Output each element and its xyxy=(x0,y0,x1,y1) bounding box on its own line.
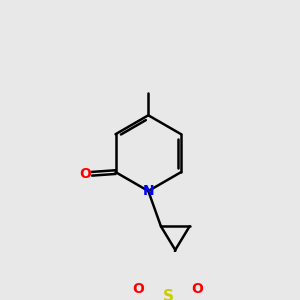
Text: O: O xyxy=(132,283,144,296)
Text: O: O xyxy=(191,283,203,296)
Text: S: S xyxy=(163,289,174,300)
Text: N: N xyxy=(142,184,154,198)
Text: O: O xyxy=(79,167,91,181)
